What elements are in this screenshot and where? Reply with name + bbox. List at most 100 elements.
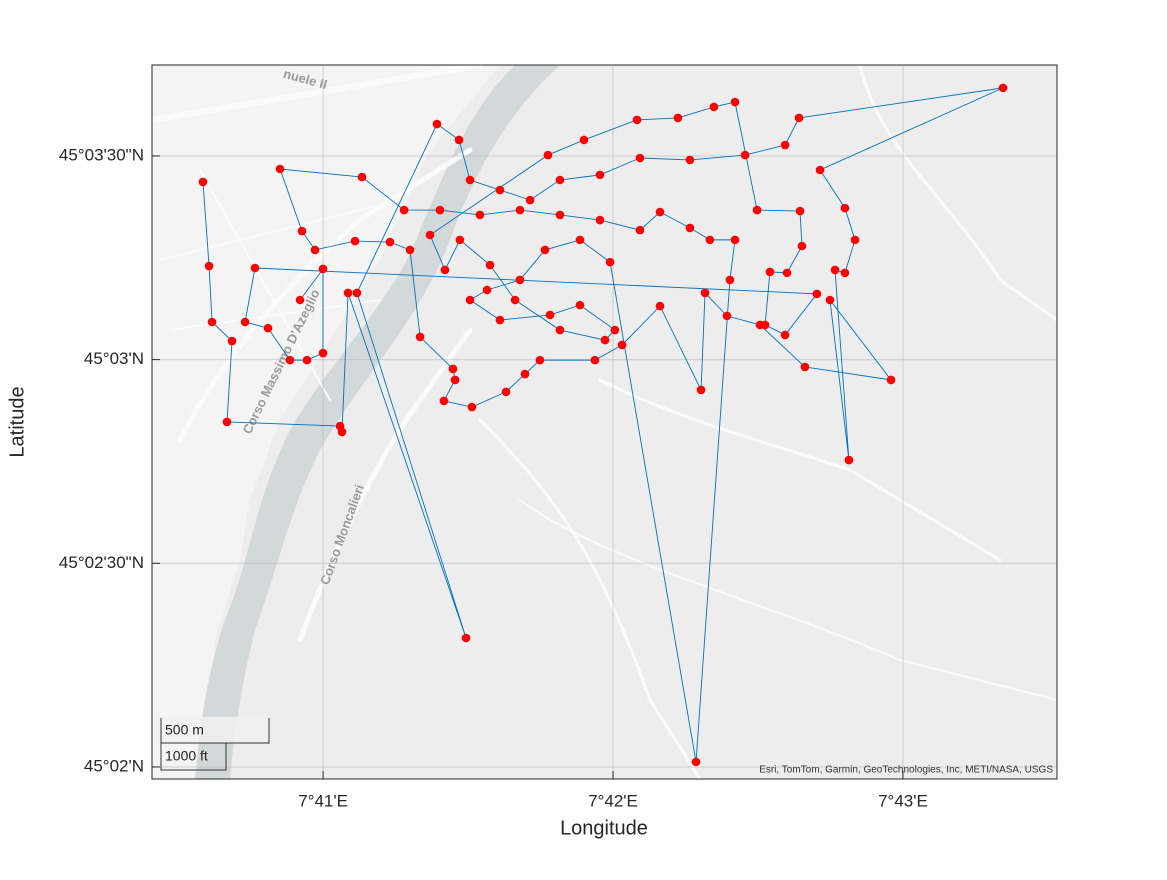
point xyxy=(318,348,328,358)
point xyxy=(475,210,485,220)
point xyxy=(285,355,295,365)
point xyxy=(495,315,505,325)
point xyxy=(635,153,645,163)
point xyxy=(440,265,450,275)
road xyxy=(858,65,1057,322)
point xyxy=(543,150,553,160)
point xyxy=(691,757,701,767)
point xyxy=(450,375,460,385)
point xyxy=(617,340,627,350)
point xyxy=(844,455,854,465)
point xyxy=(295,295,305,305)
point xyxy=(310,245,320,255)
point xyxy=(520,369,530,379)
point xyxy=(815,165,825,175)
point xyxy=(600,335,610,345)
point xyxy=(632,115,642,125)
point xyxy=(700,288,710,298)
point xyxy=(765,267,775,277)
point xyxy=(240,317,250,327)
point xyxy=(725,275,735,285)
point xyxy=(482,285,492,295)
point xyxy=(385,237,395,247)
point xyxy=(685,155,695,165)
river xyxy=(195,65,560,779)
point xyxy=(467,402,477,412)
point xyxy=(595,215,605,225)
road xyxy=(478,418,702,779)
scale-label: 1000 ft xyxy=(165,748,208,764)
point xyxy=(297,226,307,236)
point xyxy=(655,207,665,217)
y-tick-label: 45°02'30"N xyxy=(59,553,144,572)
point xyxy=(415,332,425,342)
point xyxy=(448,364,458,374)
x-axis-label: Longitude xyxy=(560,817,648,839)
x-tick-label: 7°42'E xyxy=(588,791,638,810)
point xyxy=(886,375,896,385)
point xyxy=(760,320,770,330)
scale-bar-m xyxy=(160,718,270,744)
point xyxy=(454,135,464,145)
point xyxy=(350,236,360,246)
point xyxy=(343,288,353,298)
point xyxy=(275,164,285,174)
point xyxy=(405,245,415,255)
x-tick-label: 7°41'E xyxy=(298,791,348,810)
point xyxy=(800,362,810,372)
point xyxy=(780,140,790,150)
road xyxy=(297,327,473,643)
point xyxy=(545,310,555,320)
point xyxy=(655,301,665,311)
x-tick-label: 7°43'E xyxy=(878,791,928,810)
point xyxy=(610,325,620,335)
road xyxy=(519,499,1057,701)
point xyxy=(425,230,435,240)
point xyxy=(439,396,449,406)
point xyxy=(780,330,790,340)
point xyxy=(830,265,840,275)
scale-label: 500 m xyxy=(165,722,204,738)
point xyxy=(705,235,715,245)
point xyxy=(595,170,605,180)
point xyxy=(399,205,409,215)
point xyxy=(812,289,822,299)
point xyxy=(501,387,511,397)
point xyxy=(555,325,565,335)
point xyxy=(850,235,860,245)
point xyxy=(510,295,520,305)
data-layer xyxy=(198,83,1008,767)
scale-bar-bg xyxy=(158,717,269,743)
point xyxy=(590,355,600,365)
point xyxy=(432,119,442,129)
point xyxy=(318,264,328,274)
point xyxy=(635,225,645,235)
point xyxy=(461,633,471,643)
point xyxy=(825,295,835,305)
point xyxy=(515,275,525,285)
y-axis-label: Latitude xyxy=(6,386,28,457)
point xyxy=(540,245,550,255)
point xyxy=(207,317,217,327)
point xyxy=(263,323,273,333)
point xyxy=(696,385,706,395)
point xyxy=(555,175,565,185)
point xyxy=(782,268,792,278)
urban-area xyxy=(152,65,500,779)
y-tick-label: 45°03'30"N xyxy=(59,145,144,164)
point xyxy=(797,241,807,251)
point xyxy=(740,150,750,160)
axes-box xyxy=(151,64,1058,780)
point xyxy=(730,97,740,107)
point xyxy=(465,175,475,185)
point xyxy=(227,336,237,346)
point xyxy=(709,102,719,112)
point xyxy=(685,223,695,233)
point xyxy=(515,205,525,215)
point xyxy=(722,311,732,321)
point xyxy=(357,172,367,182)
point xyxy=(495,185,505,195)
point xyxy=(485,260,495,270)
point xyxy=(575,235,585,245)
point xyxy=(302,355,312,365)
